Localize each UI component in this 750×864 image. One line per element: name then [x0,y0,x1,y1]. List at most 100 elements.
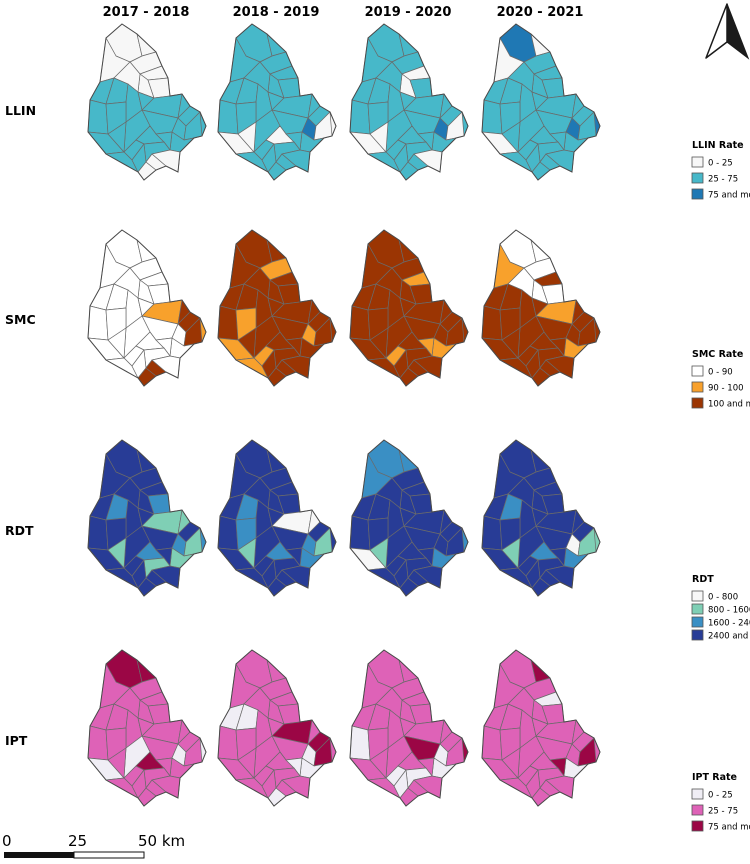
column-titles: 2017 - 2018 2018 - 2019 2019 - 2020 2020… [103,5,584,20]
map-outline-ipt-3 [481,649,601,807]
region-smc-3-24 [501,327,521,359]
column-title-2019-2020: 2019 - 2020 [365,5,452,20]
legend-label-smc-2: 100 and more [708,400,750,410]
map-rdt-3 [481,439,601,597]
region-llin-2-11 [349,99,371,135]
region-rdt-3-24 [501,537,521,569]
legend-label-ipt-2: 75 and more [708,823,750,833]
legend-swatch-smc-1 [691,381,704,393]
legend-swatch-ipt-0 [691,788,704,800]
map-outline-rdt-0 [87,439,207,597]
map-rdt-0 [87,439,207,597]
legend-swatch-rdt-1 [691,603,704,615]
legend-label-rdt-3: 2400 and more [708,632,750,642]
region-smc-1-24 [237,327,257,359]
legend-title-rdt: RDT [692,574,714,585]
map-rdt-2 [349,439,469,597]
row-title-smc: SMC [5,312,36,327]
map-outline-rdt-1 [217,439,337,597]
region-ipt-1-24 [237,747,257,779]
region-ipt-0-24 [107,747,127,779]
legend-swatch-llin-1 [691,172,704,184]
map-smc-1 [217,229,337,387]
column-title-2020-2021: 2020 - 2021 [497,5,584,20]
map-ipt-1 [217,649,337,807]
map-llin-0 [87,23,207,181]
legend-label-llin-2: 75 and more [708,191,750,201]
map-outline-rdt-3 [481,439,601,597]
region-rdt-0-24 [107,537,127,569]
map-llin-3 [481,23,601,181]
legend-swatch-ipt-2 [691,820,704,832]
scale-tick-50: 50 km [138,832,185,850]
region-smc-2-24 [369,327,389,359]
scale-segment-white [73,851,145,859]
map-outline-ipt-1 [217,649,337,807]
map-outline-llin-0 [87,23,207,181]
legend-label-ipt-0: 0 - 25 [708,791,733,801]
region-ipt-1-11 [217,725,239,761]
map-outline-rdt-2 [349,439,469,597]
region-smc-1-11 [217,305,239,341]
region-llin-0-11 [87,99,109,135]
legend-swatch-smc-0 [691,365,704,377]
scale-segment-black [4,852,74,858]
legend-rdt: RDT 0 - 800 800 - 1600 1600 - 2400 2400 and … [691,574,750,642]
region-rdt-2-24 [369,537,389,569]
legend-label-llin-1: 25 - 75 [708,175,738,185]
map-outline-smc-0 [87,229,207,387]
region-ipt-2-11 [349,725,371,761]
legend-swatch-rdt-0 [691,590,704,602]
map-ipt-2 [349,649,469,807]
legend-swatch-rdt-3 [691,629,704,641]
legend-swatch-llin-2 [691,188,704,200]
legend-label-smc-1: 90 - 100 [708,384,744,394]
legend-smc: SMC Rate 0 - 90 90 - 100 100 and more [691,349,750,410]
legend-swatch-ipt-1 [691,804,704,816]
region-llin-1-24 [237,121,257,153]
legend-swatch-llin-0 [691,156,704,168]
row-title-ipt: IPT [5,733,28,748]
map-smc-3 [481,229,601,387]
legend-swatch-smc-2 [691,397,704,409]
legend-ipt: IPT Rate 0 - 25 25 - 75 75 and more [691,772,750,833]
region-smc-0-24 [107,327,127,359]
legend-title-llin: LLIN Rate [692,140,744,151]
region-llin-2-24 [369,121,389,153]
scale-tick-25: 25 [68,832,87,850]
column-title-2018-2019: 2018 - 2019 [233,5,320,20]
legend-label-smc-0: 0 - 90 [708,368,733,378]
legend-label-llin-0: 0 - 25 [708,159,733,169]
row-title-llin: LLIN [5,103,36,118]
legend-title-smc: SMC Rate [692,349,743,360]
region-llin-3-24 [501,121,521,153]
region-ipt-0-11 [87,725,109,761]
map-llin-2 [349,23,469,181]
region-smc-2-11 [349,305,371,341]
map-outline-smc-3 [481,229,601,387]
legend-title-ipt: IPT Rate [692,772,737,783]
region-rdt-2-11 [349,515,371,551]
map-outline-smc-2 [349,229,469,387]
region-llin-0-24 [107,121,127,153]
map-outline-llin-3 [481,23,601,181]
map-outline-ipt-2 [349,649,469,807]
region-llin-1-11 [217,99,239,135]
legend-label-rdt-1: 800 - 1600 [708,606,750,616]
map-panels [87,23,601,807]
north-arrow-icon [705,3,750,60]
map-outline-ipt-0 [87,649,207,807]
region-ipt-2-24 [369,747,389,779]
region-smc-0-11 [87,305,109,341]
scale-bar: 0 25 50 km [2,832,185,859]
region-rdt-0-11 [87,515,109,551]
map-llin-1 [217,23,337,181]
row-title-rdt: RDT [5,523,34,538]
legend-label-rdt-0: 0 - 800 [708,593,738,603]
column-title-2017-2018: 2017 - 2018 [103,5,190,20]
row-titles: LLIN SMC RDT IPT [5,103,36,748]
region-smc-3-11 [481,305,503,341]
map-outline-llin-2 [349,23,469,181]
map-rdt-1 [217,439,337,597]
